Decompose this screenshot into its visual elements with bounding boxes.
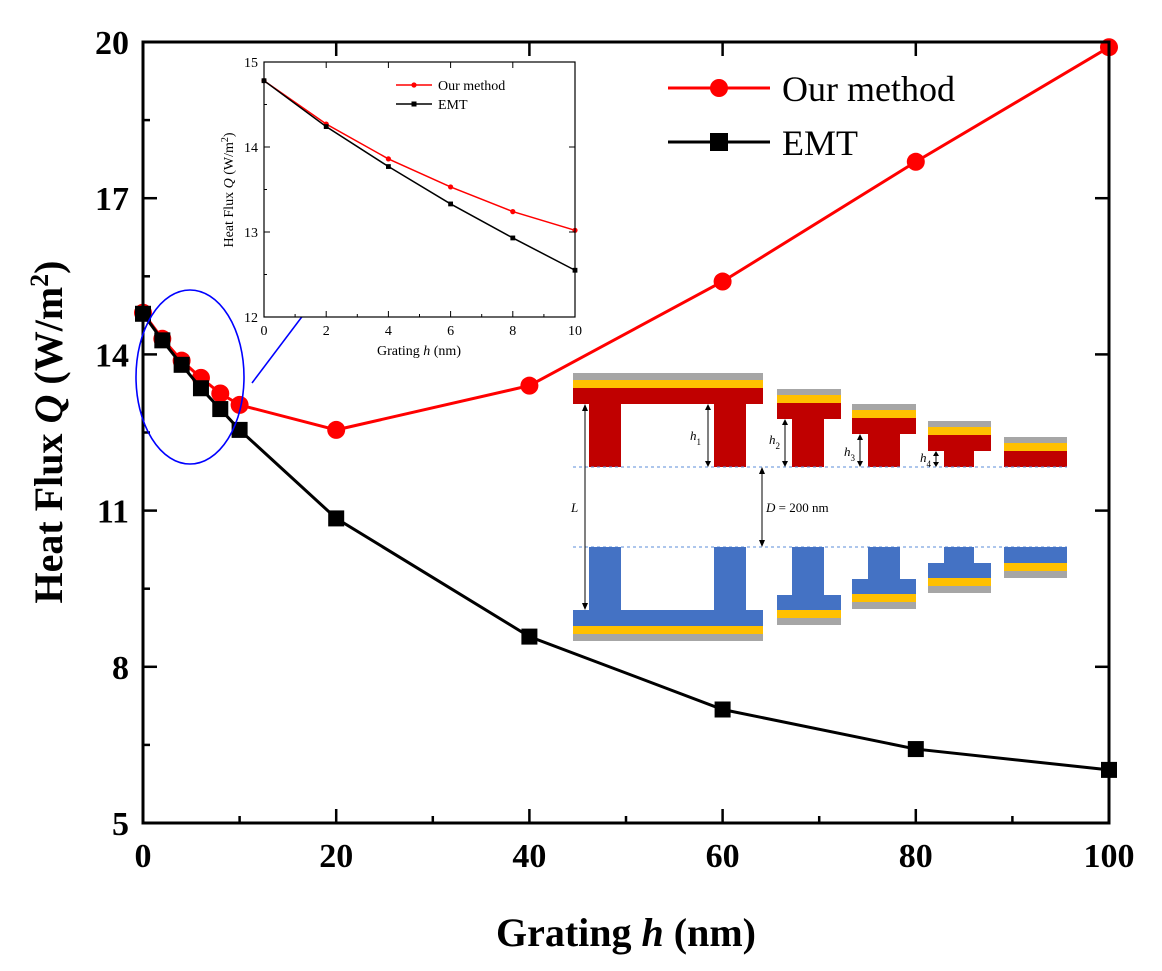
inset-legend-label-our-method: Our method	[438, 79, 505, 94]
main-y-tick-label: 14	[95, 337, 129, 374]
dimension-h2	[782, 419, 788, 467]
label-D: D = 200 nm	[765, 500, 829, 515]
main-legend: Our method EMT	[668, 69, 955, 163]
top-grating-h3	[852, 404, 916, 467]
main-y-tick-label: 5	[112, 806, 129, 843]
label-h4: h4	[920, 450, 932, 469]
inset-point-our-method	[510, 209, 516, 215]
bottom-plate-flat	[1004, 547, 1067, 578]
main-plot-frame	[141, 40, 1111, 825]
dimension-L	[582, 404, 588, 610]
main-point-our-method	[327, 420, 346, 439]
main-point-emt	[212, 401, 229, 418]
main-point-emt	[192, 380, 209, 397]
grating-schematic: L D = 200 nm h1 h2 h3	[570, 373, 1067, 641]
main-x-tick-label: 60	[706, 838, 740, 875]
main-point-emt	[714, 701, 731, 718]
main-y-tick-label: 8	[112, 650, 129, 687]
main-data-marks	[134, 38, 1118, 778]
inset-point-emt	[510, 235, 516, 241]
main-point-emt	[154, 332, 171, 349]
main-point-our-method	[520, 376, 539, 395]
top-grating-h2	[777, 389, 841, 467]
bottom-grating-h1	[573, 547, 763, 641]
inset-point-our-method	[385, 156, 391, 162]
inset-y-tick-label: 13	[244, 226, 258, 241]
inset-series-line-emt	[263, 80, 576, 271]
main-y-tick-label: 20	[95, 25, 129, 62]
legend-marker-emt	[710, 133, 728, 151]
main-x-tick-label: 40	[512, 838, 546, 875]
main-y-tick-label: 17	[95, 181, 129, 218]
inset-point-emt	[386, 164, 391, 169]
dimension-h3	[857, 434, 863, 467]
inset-y-tick-label: 12	[244, 311, 258, 326]
inset-x-axis-title: Grating h (nm)	[377, 344, 461, 359]
bottom-grating-h4	[928, 547, 991, 593]
main-x-axis-title: Grating h (nm)	[496, 910, 756, 955]
main-point-our-method	[906, 152, 925, 171]
inset-y-tick-label: 15	[244, 56, 258, 71]
dimension-h4	[933, 451, 939, 467]
dimension-h1	[705, 404, 711, 467]
inset-y-tick-label: 14	[244, 141, 258, 156]
top-plate-flat	[1004, 437, 1067, 467]
inset-x-tick-label: 8	[509, 324, 516, 339]
inset-legend-marker-our-method	[411, 82, 417, 88]
inset-y-axis-title: Heat Flux Q (W/m2)	[220, 132, 238, 247]
inset-background	[264, 62, 575, 317]
inset-x-tick-label: 10	[568, 324, 582, 339]
bottom-grating-h2	[777, 547, 841, 625]
legend-label-our-method: Our method	[782, 69, 955, 109]
top-grating-h4	[928, 421, 991, 467]
inset-series-line-our-method	[263, 80, 576, 232]
zoom-ellipse	[135, 289, 245, 465]
main-x-tick-label: 80	[899, 838, 933, 875]
inset-x-tick-label: 0	[261, 324, 268, 339]
main-point-emt	[521, 628, 538, 645]
inset-x-tick-label: 6	[447, 324, 454, 339]
inset-point-emt	[323, 124, 329, 129]
inset-plot: 0 2 4 6 8 10 12 13 14 15 Grating h (nm) Heat Flux…	[220, 56, 583, 359]
legend-marker-our-method	[710, 79, 728, 97]
label-h2: h2	[769, 432, 780, 451]
main-y-tick-label: 11	[97, 494, 129, 531]
main-x-tick-label: 100	[1084, 838, 1135, 875]
inset-point-emt	[448, 201, 453, 207]
legend-label-emt: EMT	[782, 123, 858, 163]
inset-point-our-method	[448, 184, 454, 190]
bottom-grating-h3	[852, 547, 916, 609]
main-x-tick-label: 0	[135, 838, 152, 875]
main-point-our-method	[713, 272, 732, 291]
main-point-our-method	[230, 395, 249, 414]
dimension-D	[759, 467, 765, 547]
inset-legend: Our method EMT	[396, 79, 505, 113]
main-y-axis-title: Heat Flux Q (W/m2)	[25, 261, 72, 604]
top-grating-h1	[573, 373, 763, 467]
main-point-emt	[231, 421, 248, 438]
label-L: L	[570, 500, 578, 515]
main-point-emt	[173, 356, 190, 373]
label-h3: h3	[844, 444, 856, 463]
inset-plot-frame	[263, 61, 576, 318]
inset-x-tick-label: 2	[323, 324, 330, 339]
inset-legend-marker-emt	[411, 101, 417, 107]
label-h1: h1	[690, 428, 701, 447]
main-point-emt	[328, 510, 345, 527]
inset-x-tick-label: 4	[385, 324, 392, 339]
main-x-tick-label: 20	[319, 838, 353, 875]
main-point-our-method	[211, 384, 230, 403]
main-point-emt	[907, 741, 924, 758]
inset-legend-label-emt: EMT	[438, 98, 468, 113]
